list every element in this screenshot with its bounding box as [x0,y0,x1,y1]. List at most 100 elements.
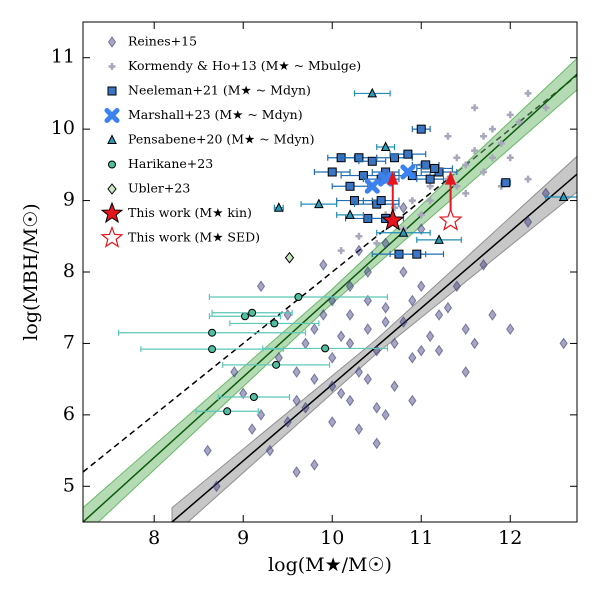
x-tick-label: 10 [320,527,344,549]
legend-label: This work (M★ kin) [128,205,252,220]
data-point [403,149,413,159]
data-point [376,196,386,206]
data-point [301,337,310,350]
data-point [438,207,463,231]
data-point [364,178,380,194]
data-point [381,237,390,250]
y-tick-label: 11 [51,46,75,68]
y-tick-label: 6 [63,403,75,425]
data-point [453,154,461,162]
legend-label: This work (M★ SED) [128,230,260,245]
data-point [345,280,355,293]
data-point [284,251,295,264]
confidence-band [83,57,577,522]
data-point [558,191,569,201]
data-point [398,227,409,237]
y-tick-label: 10 [51,117,75,139]
data-point [434,308,444,321]
data-point [430,163,440,173]
data-point [292,394,301,407]
data-point [408,351,417,364]
legend-label: Pensabene+20 (M★ ~ Mdyn) [128,132,314,147]
data-point [434,344,444,357]
data-point [345,308,355,321]
data-point [417,280,426,293]
data-point [453,182,461,190]
legend-marker [104,108,120,123]
plot [83,57,577,522]
data-point [270,319,279,328]
data-point [354,366,364,378]
data-point [328,351,337,364]
data-point [417,211,425,219]
data-point [399,201,408,214]
data-point [408,294,417,307]
legend-label: Neeleman+21 (M★ ~ Mdyn) [128,83,311,98]
data-point [345,337,355,350]
data-point [506,154,514,162]
legend-label: Kormendy & Ho+13 (M★ ~ Mbulge) [128,58,361,73]
legend-marker [107,183,117,195]
confidence-band [171,155,577,522]
data-point [390,337,399,350]
data-point [363,323,372,336]
data-point [497,139,505,147]
data-point [524,175,532,183]
legend-marker [107,86,117,96]
y-axis-label: log(MBH/M☉) [20,203,42,340]
data-point [363,294,372,307]
data-point [230,366,239,378]
data-point [471,104,479,112]
y-tick-label: 8 [63,260,75,282]
data-point [345,181,355,191]
data-point [501,178,511,188]
y-tick-label: 5 [63,474,75,496]
data-point [345,394,355,407]
data-point [399,266,408,278]
x-tick-label: 8 [148,527,160,549]
data-point [283,416,292,428]
data-point [345,209,355,219]
data-point [256,280,266,293]
data-point [372,401,381,414]
legend-label: Ubler+23 [128,181,190,196]
data-point [381,316,390,328]
data-point [461,366,470,378]
data-point [390,153,400,163]
data-point [380,141,391,151]
data-point [488,308,497,321]
data-point [408,197,416,205]
data-point [373,239,381,247]
data-point [479,258,488,271]
data-point [461,323,470,336]
legend-marker [108,160,116,169]
x-tick-label: 12 [498,527,522,549]
data-point [559,337,568,350]
data-point [380,208,405,231]
data-point [417,344,426,357]
data-point [328,380,337,393]
data-point [310,323,319,336]
data-point [416,124,426,134]
data-point [488,154,496,162]
data-point [240,312,249,321]
data-point [471,147,479,155]
data-point [488,125,496,133]
relation-line [83,74,577,473]
data-point [337,387,346,400]
data-point [390,380,399,393]
data-point [283,308,292,321]
data-point [506,111,514,119]
data-point [354,244,364,257]
data-point [314,198,324,209]
data-point [462,189,470,197]
y-tick-label: 7 [63,331,75,353]
x-tick-label: 11 [409,527,433,549]
data-point [381,408,390,421]
data-point [367,87,378,98]
data-point [363,266,372,278]
data-point [426,197,434,205]
data-point [426,330,435,343]
data-point [294,293,303,301]
